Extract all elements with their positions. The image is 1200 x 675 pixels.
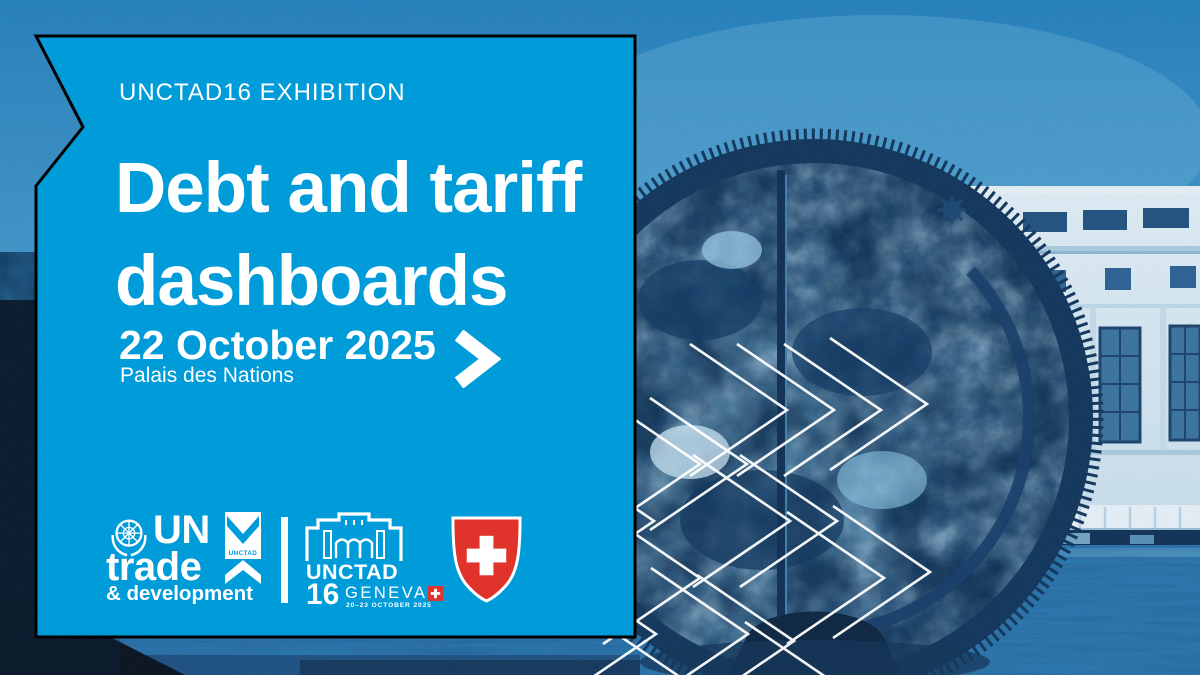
unctad-ribbon-icon: UNCTAD — [225, 512, 261, 584]
panel-shape — [33, 34, 637, 639]
palais-gate-icon — [305, 512, 403, 561]
un-logo-line1: UN — [153, 508, 210, 552]
swiss-flag-icon — [428, 586, 443, 601]
exhibition-kicker: UNCTAD16 EXHIBITION — [119, 79, 406, 106]
unctad16-number: 16 — [306, 578, 340, 611]
un-emblem-icon — [111, 519, 147, 557]
event-venue: Palais des Nations — [120, 364, 294, 387]
forward-chevron-icon — [454, 330, 502, 388]
unctad16-org: UNCTAD — [306, 560, 399, 584]
event-date: 22 October 2025 — [119, 322, 436, 368]
un-logo-line3: & development — [106, 582, 253, 605]
poster-title: Debt and tariff dashboards — [115, 142, 582, 328]
logo-divider — [281, 517, 288, 603]
title-line-2: dashboards — [115, 242, 508, 321]
unctad16-city: GENEVA — [345, 584, 428, 602]
ribbon-label: UNCTAD — [229, 550, 258, 557]
title-line-1: Debt and tariff — [115, 149, 582, 228]
swiss-shield-icon — [451, 516, 522, 603]
un-logo-line2: trade — [106, 545, 202, 589]
unctad16-dates: 20–23 OCTOBER 2025 — [346, 602, 432, 609]
